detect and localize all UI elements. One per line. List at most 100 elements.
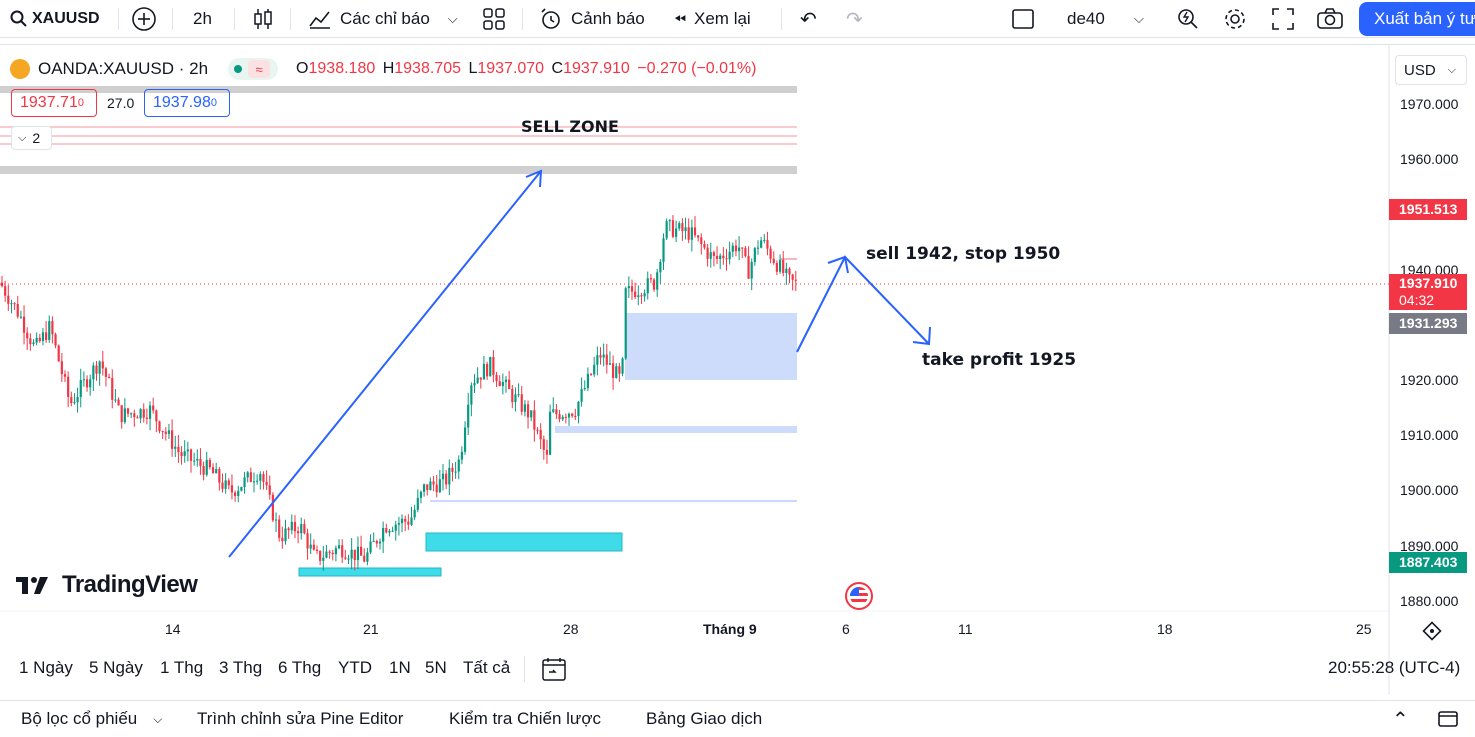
sell-note-label[interactable]: sell 1942, stop 1950 xyxy=(866,244,1061,264)
candle-body xyxy=(618,366,621,374)
timeframe-button[interactable]: 5N xyxy=(425,658,447,677)
candle-body xyxy=(7,295,10,304)
settings-button[interactable] xyxy=(1223,0,1247,38)
timeframe-button[interactable]: 1 Thg xyxy=(160,658,204,677)
quick-search-button[interactable] xyxy=(1176,0,1200,38)
candle xyxy=(394,520,397,541)
alerts-button[interactable]: Cảnh báo xyxy=(539,0,645,38)
candle xyxy=(152,397,155,414)
candle-body xyxy=(256,480,259,482)
candle-body xyxy=(344,557,347,559)
timeframe-button[interactable]: 5 Ngày xyxy=(89,658,143,677)
candle xyxy=(788,267,791,284)
sell-price-button[interactable]: 1937.71 0 xyxy=(11,89,97,117)
indicators-label: Các chỉ báo xyxy=(340,9,430,28)
compare-button[interactable] xyxy=(131,0,157,38)
timeframe-button[interactable]: 1 Ngày xyxy=(19,658,73,677)
tab-trading-panel[interactable]: Bảng Giao dịch xyxy=(646,709,763,728)
time-tick-label: 25 xyxy=(1356,621,1372,637)
ohlc-values: O1938.180 H1938.705 L1937.070 C1937.910 … xyxy=(296,60,756,78)
collapse-indicators-button[interactable]: ⌵ 2 xyxy=(11,126,52,150)
candle xyxy=(95,361,98,381)
candle xyxy=(731,242,734,258)
chevron-down-icon[interactable]: ⌵ xyxy=(447,11,458,26)
candle-body xyxy=(372,541,375,543)
candle-body xyxy=(382,528,385,542)
candle xyxy=(738,236,741,261)
time-tick-label: 14 xyxy=(165,621,181,637)
timeframe-button[interactable]: Tất cả xyxy=(463,658,511,677)
interval-button[interactable]: 2h xyxy=(193,9,212,28)
candle-body xyxy=(703,244,706,248)
us-flag-event-icon[interactable] xyxy=(845,582,873,610)
candle-body xyxy=(416,497,419,510)
candle xyxy=(117,397,120,406)
order-block-lower xyxy=(298,567,442,577)
symbol-legend: OANDA:XAUUSD · 2h ≈ O1938.180 H1938.705 … xyxy=(10,56,756,82)
publish-idea-button[interactable]: Xuất bản ý tư xyxy=(1359,2,1475,36)
chart-type-button[interactable] xyxy=(252,0,274,38)
timeframe-button[interactable]: YTD xyxy=(338,658,372,677)
indicators-button[interactable]: Các chỉ báo ⌵ xyxy=(308,0,458,38)
layout-name[interactable]: de40 xyxy=(1067,9,1105,28)
snapshot-button[interactable] xyxy=(1316,0,1344,38)
chevron-down-icon[interactable]: ⌵ xyxy=(1134,11,1144,26)
symbol-search[interactable]: XAUUSD xyxy=(10,0,100,38)
layout-select-button[interactable] xyxy=(1011,0,1035,38)
fullscreen-button[interactable] xyxy=(1271,0,1295,38)
timeframe-button[interactable]: 6 Thg xyxy=(278,658,322,677)
candle-body xyxy=(189,449,193,461)
buy-price-button[interactable]: 1937.98 0 xyxy=(144,89,230,117)
timeframe-button[interactable]: 1N xyxy=(389,658,411,677)
candle xyxy=(378,538,382,550)
lightning-search-icon xyxy=(1178,9,1198,29)
candle xyxy=(596,346,599,376)
templates-button[interactable] xyxy=(482,0,506,38)
timeframe-button[interactable]: 3 Thg xyxy=(219,658,263,677)
chart-pane[interactable] xyxy=(0,44,1475,695)
goto-date-button[interactable] xyxy=(1421,620,1443,642)
candle xyxy=(76,387,79,413)
candle-body xyxy=(104,368,108,377)
candle-body xyxy=(690,227,693,240)
tab-strategy-tester[interactable]: Kiểm tra Chiến lược xyxy=(449,709,601,728)
candle xyxy=(750,258,753,291)
undo-icon[interactable]: ↶ xyxy=(800,8,817,31)
candle-body xyxy=(45,332,48,340)
candle-body xyxy=(205,459,208,475)
market-status-badge[interactable]: ≈ xyxy=(228,58,279,80)
candle-body xyxy=(215,469,218,474)
tradingview-watermark[interactable]: TradingView xyxy=(16,571,198,599)
legend-title[interactable]: OANDA:XAUUSD · 2h xyxy=(38,59,209,78)
price-chart[interactable] xyxy=(0,45,1475,695)
candle-body xyxy=(504,379,508,383)
sell-zone-label[interactable]: SELL ZONE xyxy=(521,117,619,136)
candle-body xyxy=(649,278,652,280)
candle xyxy=(331,549,334,561)
replay-button[interactable]: ⏪︎ Xem lại xyxy=(674,0,751,38)
tab-screener[interactable]: Bộ lọc cổ phiếu ⌵ xyxy=(21,701,162,737)
candle xyxy=(567,412,571,426)
candle-body xyxy=(445,473,448,485)
candle-body xyxy=(514,394,517,403)
candle-body xyxy=(593,364,596,375)
candle xyxy=(612,355,615,390)
rewind-icon: ⏪︎ xyxy=(674,10,687,28)
candle-body xyxy=(300,523,303,534)
clock-timezone[interactable]: 20:55:28 (UTC-4) xyxy=(1328,658,1461,677)
candle-body xyxy=(419,491,423,498)
take-profit-label[interactable]: take profit 1925 xyxy=(922,350,1077,370)
chevron-up-icon[interactable]: ⌃ xyxy=(1392,708,1409,731)
open-value: 1938.180 xyxy=(308,60,376,77)
maximize-panel-button[interactable] xyxy=(1437,701,1459,737)
candle xyxy=(555,403,558,419)
candle-body xyxy=(508,379,511,389)
redo-icon[interactable]: ↷ xyxy=(846,8,863,31)
candle-body xyxy=(479,377,482,380)
candle xyxy=(668,219,671,232)
date-range-button[interactable] xyxy=(541,656,567,687)
divider xyxy=(781,8,782,30)
currency-select[interactable]: USD ⌵ xyxy=(1395,55,1467,85)
candle-body xyxy=(467,404,470,428)
tab-pine-editor[interactable]: Trình chỉnh sửa Pine Editor xyxy=(197,709,404,728)
